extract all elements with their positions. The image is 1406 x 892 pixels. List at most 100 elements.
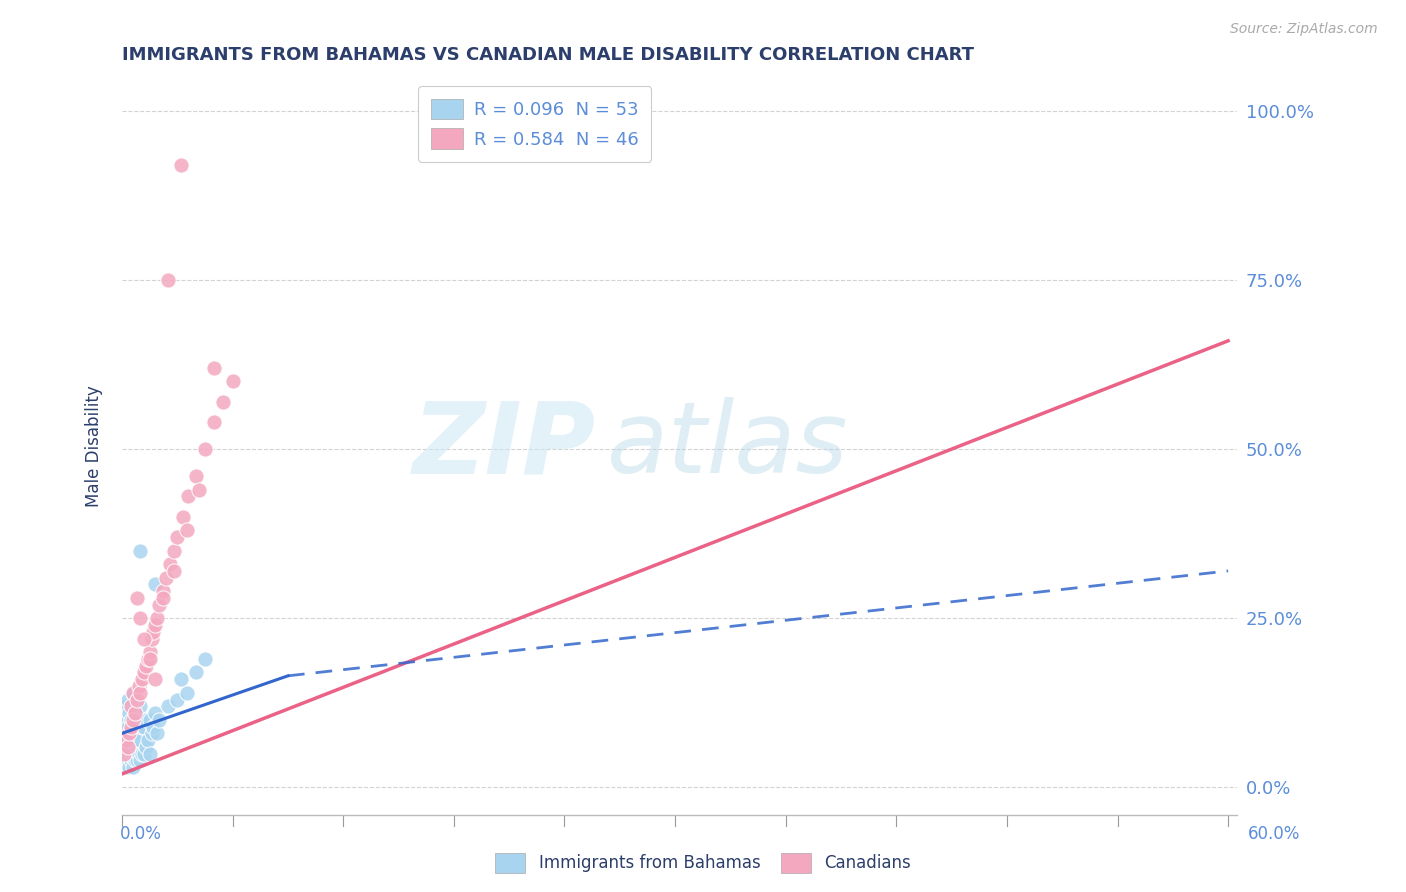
Point [152,584,174,599]
Text: IMMIGRANTS FROM BAHAMAS VS CANADIAN MALE DISABILITY CORRELATION CHART: IMMIGRANTS FROM BAHAMAS VS CANADIAN MALE… [122,46,974,64]
Point [170,672,193,686]
Point [188,483,211,497]
Text: 60.0%: 60.0% [1249,825,1301,843]
Point [146,611,169,625]
Point [131,747,153,761]
Point [125,753,148,767]
Point [143,577,166,591]
Point [112,739,135,754]
Point [112,753,135,767]
Point [118,706,141,720]
Point [135,739,157,754]
Point [117,692,139,706]
Point [112,713,135,727]
Point [142,624,165,639]
Point [112,747,135,761]
Point [136,652,159,666]
Point [143,706,166,720]
Point [138,652,160,666]
Point [125,591,148,605]
Point [128,713,150,727]
Point [117,753,139,767]
Point [118,739,141,754]
Point [141,726,163,740]
Point [138,645,160,659]
Point [159,557,181,571]
Point [134,665,156,680]
Point [118,726,141,740]
Point [157,699,180,714]
Point [131,720,153,734]
Point [177,490,200,504]
Point [221,375,243,389]
Point [135,658,157,673]
Point [142,720,165,734]
Point [118,760,141,774]
Point [176,524,198,538]
Point [122,747,145,761]
Point [135,713,157,727]
Point [148,713,170,727]
Point [114,733,136,747]
Point [124,733,146,747]
Point [114,760,136,774]
Point [143,672,166,686]
Point [148,598,170,612]
Point [117,733,139,747]
Point [122,726,145,740]
Text: atlas: atlas [607,397,849,494]
Point [212,394,235,409]
Point [124,706,146,720]
Point [170,158,193,172]
Point [184,665,207,680]
Point [129,543,152,558]
Point [134,632,156,646]
Point [166,530,188,544]
Point [120,733,142,747]
Point [124,706,146,720]
Point [124,753,146,767]
Point [202,415,225,429]
Point [184,469,207,483]
Point [138,713,160,727]
Legend: Immigrants from Bahamas, Canadians: Immigrants from Bahamas, Canadians [489,847,917,880]
Point [152,591,174,605]
Point [146,726,169,740]
Point [141,632,163,646]
Point [129,733,152,747]
Point [125,692,148,706]
Text: 0.0%: 0.0% [120,825,162,843]
Point [194,442,217,456]
Point [114,726,136,740]
Point [131,672,153,686]
Point [122,713,145,727]
Point [129,686,152,700]
Point [120,753,142,767]
Point [128,679,150,693]
Point [163,564,186,578]
Point [129,611,152,625]
Point [120,720,142,734]
Point [134,747,156,761]
Point [134,720,156,734]
Point [122,760,145,774]
Point [120,713,142,727]
Y-axis label: Male Disability: Male Disability [86,384,103,507]
Point [120,699,142,714]
Text: Source: ZipAtlas.com: Source: ZipAtlas.com [1230,22,1378,37]
Point [194,652,217,666]
Point [122,686,145,700]
Point [143,618,166,632]
Point [125,726,148,740]
Point [163,543,186,558]
Point [172,509,194,524]
Point [117,739,139,754]
Point [128,747,150,761]
Point [202,360,225,375]
Point [122,686,145,700]
Text: ZIP: ZIP [413,397,596,494]
Point [117,720,139,734]
Point [114,699,136,714]
Point [129,699,152,714]
Legend: R = 0.096  N = 53, R = 0.584  N = 46: R = 0.096 N = 53, R = 0.584 N = 46 [418,86,651,162]
